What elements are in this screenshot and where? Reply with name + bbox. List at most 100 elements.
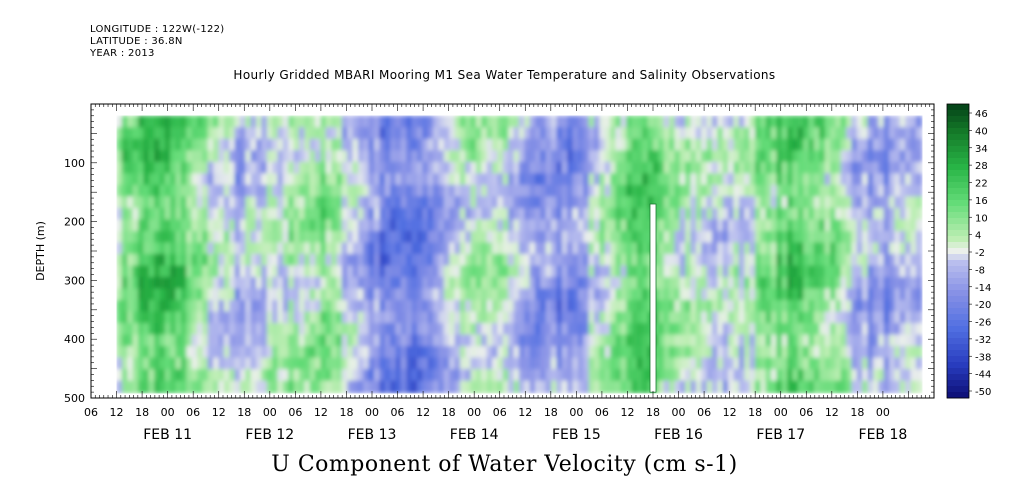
heatmap-cell <box>915 173 923 187</box>
heatmap-cell <box>545 253 553 267</box>
heatmap-cell <box>368 230 376 244</box>
heatmap-cell <box>830 207 837 221</box>
heatmap-cell <box>127 334 134 348</box>
colorbar-swatch <box>947 326 969 333</box>
heatmap-cell <box>631 265 639 279</box>
heatmap-cell <box>830 253 837 267</box>
heatmap-cell <box>610 288 617 302</box>
heatmap-cell <box>341 323 349 336</box>
heatmap-cell <box>577 380 585 394</box>
heatmap-cell <box>336 253 344 267</box>
heatmap-cell <box>331 276 338 290</box>
heatmap-cell <box>695 346 703 359</box>
heatmap-cell <box>384 196 392 210</box>
heatmap-cell <box>390 311 397 325</box>
heatmap-cell <box>642 242 649 256</box>
heatmap-cell <box>663 219 671 233</box>
colorbar-swatch <box>947 158 969 165</box>
heatmap-cell <box>593 127 601 140</box>
heatmap-cell <box>513 253 521 267</box>
heatmap-cell <box>197 380 204 394</box>
heatmap-cell <box>390 184 397 198</box>
heatmap-cell <box>695 300 703 313</box>
heatmap-cell <box>856 150 864 164</box>
heatmap-cell <box>454 300 462 313</box>
heatmap-cell <box>470 138 478 152</box>
heatmap-cell <box>470 357 478 371</box>
heatmap-cell <box>218 184 226 198</box>
heatmap-cell <box>411 369 419 382</box>
colorbar-swatch <box>947 182 969 189</box>
heatmap-cell <box>797 242 805 256</box>
heatmap-cell <box>261 288 268 302</box>
heatmap-cell <box>143 300 150 313</box>
heatmap-cell <box>481 334 488 348</box>
heatmap-cell <box>867 230 875 244</box>
heatmap-cell <box>202 150 209 164</box>
heatmap-cell <box>143 219 150 233</box>
heatmap-cell <box>368 323 376 336</box>
heatmap-cell <box>620 369 628 382</box>
heatmap-cell <box>406 230 413 244</box>
heatmap-cell <box>229 253 236 267</box>
heatmap-cell <box>749 300 757 313</box>
heatmap-cell <box>121 115 129 129</box>
heatmap-cell <box>738 161 746 175</box>
heatmap-cell <box>277 300 285 313</box>
heatmap-cell <box>803 323 810 336</box>
heatmap-cell <box>492 207 499 221</box>
heatmap-cell <box>631 127 639 140</box>
heatmap-cell <box>910 219 918 233</box>
heatmap-cell <box>738 311 746 325</box>
heatmap-cell <box>416 230 424 244</box>
heatmap-cell <box>159 369 167 382</box>
heatmap-cell <box>191 115 199 129</box>
heatmap-cell <box>733 138 741 152</box>
heatmap-cell <box>121 323 129 336</box>
heatmap-cell <box>615 150 623 164</box>
heatmap-cell <box>620 253 628 267</box>
heatmap-cell <box>298 161 306 175</box>
heatmap-cell <box>170 127 177 140</box>
heatmap-cell <box>695 242 703 256</box>
heatmap-cell <box>792 311 800 325</box>
heatmap-cell <box>674 115 682 129</box>
heatmap-cell <box>722 311 730 325</box>
heatmap-cell <box>309 380 317 394</box>
heatmap-cell <box>835 334 842 348</box>
heatmap-cell <box>475 184 483 198</box>
heatmap-cell <box>143 127 150 140</box>
heatmap-cell <box>164 127 172 140</box>
heatmap-cell <box>771 184 778 198</box>
heatmap-cell <box>803 184 810 198</box>
heatmap-cell <box>615 173 623 187</box>
heatmap-cell <box>159 196 167 210</box>
heatmap-cell <box>910 115 918 129</box>
heatmap-cell <box>352 127 360 140</box>
heatmap-cell <box>341 115 349 129</box>
heatmap-cell <box>497 173 504 187</box>
heatmap-cell <box>679 161 687 175</box>
heatmap-cell <box>583 323 590 336</box>
heatmap-cell <box>776 242 783 256</box>
heatmap-cell <box>406 311 413 325</box>
heatmap-cell <box>336 334 344 348</box>
heatmap-cell <box>213 219 220 233</box>
heatmap-cell <box>695 115 703 129</box>
heatmap-cell <box>905 242 912 256</box>
heatmap-cell <box>154 127 161 140</box>
heatmap-cell <box>486 276 494 290</box>
heatmap-cell <box>508 173 515 187</box>
heatmap-cell <box>127 115 134 129</box>
heatmap-cell <box>454 288 462 302</box>
heatmap-cell <box>749 115 757 129</box>
heatmap-cell <box>309 288 317 302</box>
heatmap-cell <box>690 265 698 279</box>
heatmap-cell <box>518 265 526 279</box>
heatmap-cell <box>352 276 360 290</box>
heatmap-cell <box>170 207 177 221</box>
heatmap-cell <box>626 196 633 210</box>
heatmap-cell <box>567 311 574 325</box>
heatmap-cell <box>191 265 199 279</box>
heatmap-cell <box>518 380 526 394</box>
